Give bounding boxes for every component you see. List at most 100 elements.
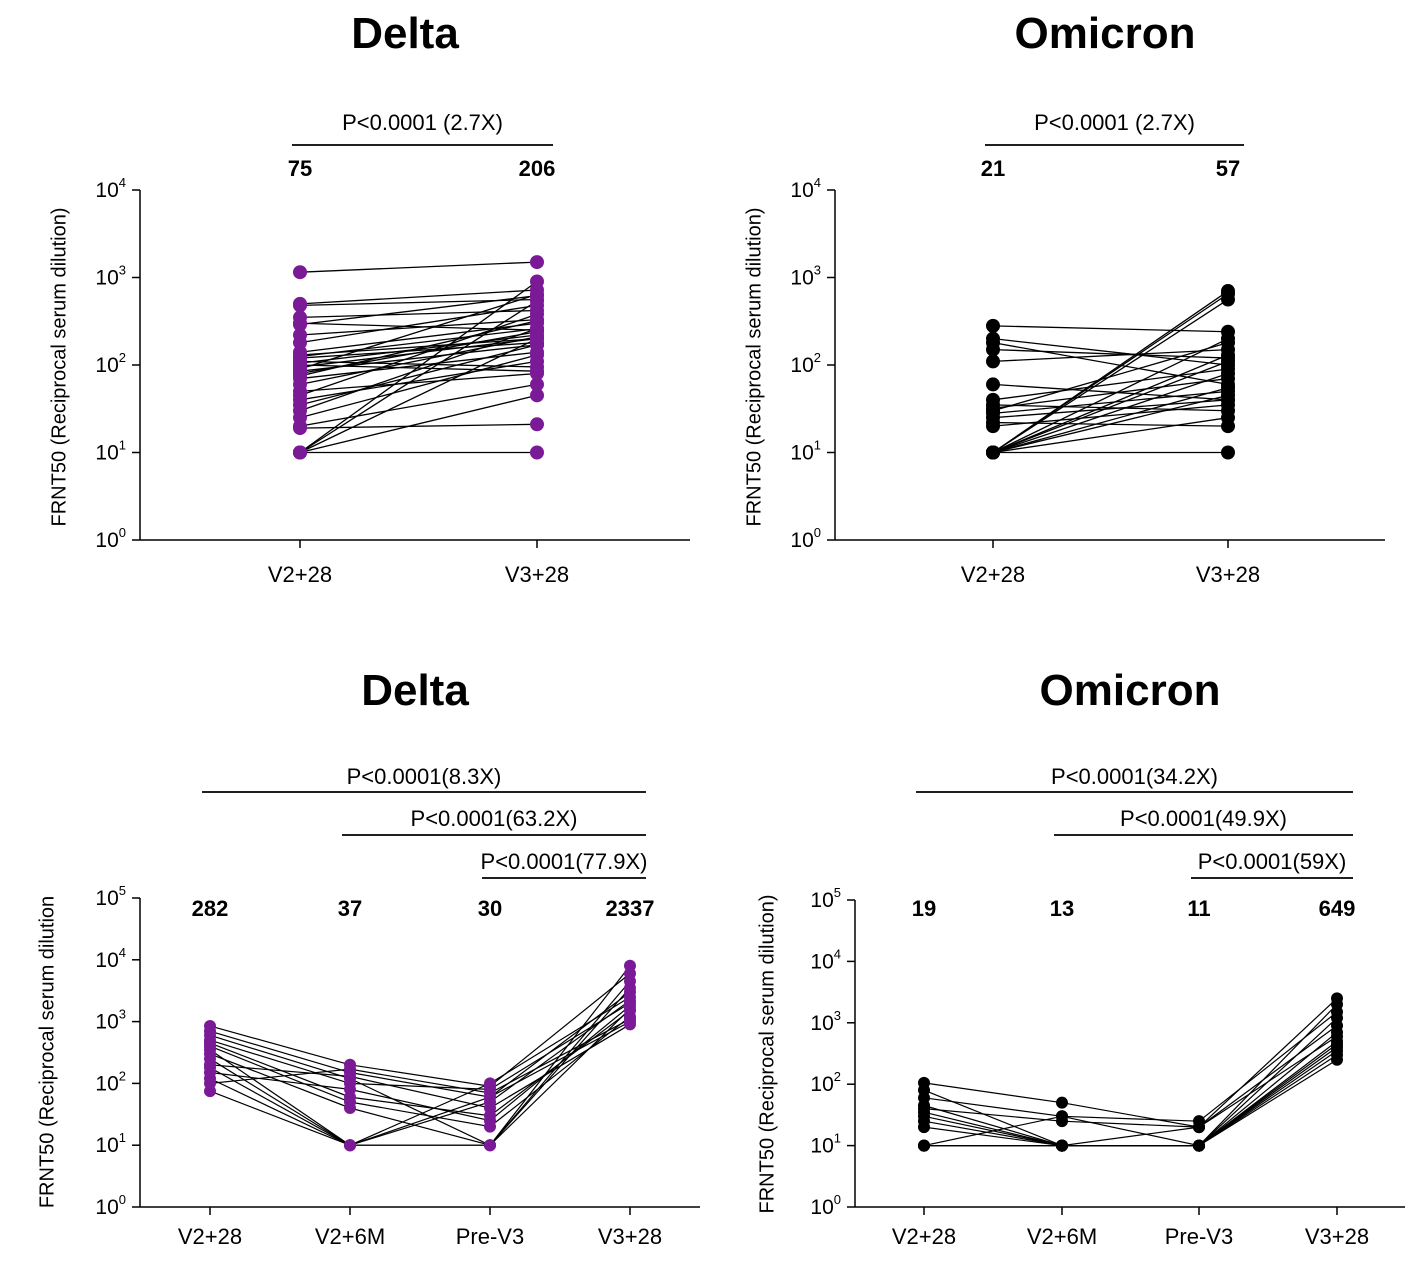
- data-point: [624, 1013, 636, 1026]
- data-point: [624, 975, 636, 988]
- y-tick-label: 100: [95, 1192, 126, 1219]
- subject-line: [209, 991, 631, 1098]
- subject-line: [992, 348, 1229, 359]
- y-tick-base: 10: [95, 887, 118, 910]
- subject-line: [992, 399, 1229, 419]
- y-tick-label: 102: [790, 350, 821, 377]
- geomean-label: 30: [478, 896, 502, 921]
- subject-line: [992, 338, 1229, 366]
- data-point: [986, 342, 1000, 357]
- data-point: [344, 1139, 356, 1152]
- connecting-lines: [992, 290, 1229, 454]
- x-tick-label: V3+28: [1196, 562, 1260, 587]
- subject-line: [299, 261, 538, 273]
- comparison-label: P<0.0001(34.2X): [1051, 764, 1218, 789]
- y-tick-exponent: 0: [834, 1192, 841, 1207]
- data-point: [1193, 1121, 1205, 1134]
- y-tick-base: 10: [810, 1012, 833, 1035]
- subject-line: [992, 417, 1229, 454]
- x-tick-label: V2+28: [961, 562, 1025, 587]
- y-tick-base: 10: [95, 442, 118, 465]
- y-tick-exponent: 1: [834, 1131, 841, 1146]
- y-tick-exponent: 0: [119, 525, 126, 540]
- y-tick-exponent: 4: [834, 946, 841, 961]
- subject-line: [209, 973, 631, 1087]
- subject-line: [923, 1017, 1338, 1147]
- data-point: [344, 1101, 356, 1114]
- y-tick-exponent: 3: [814, 263, 821, 278]
- comparison-label: P<0.0001(63.2X): [411, 806, 578, 831]
- data-point: [484, 1086, 496, 1099]
- chart-title: Delta: [351, 9, 459, 58]
- subject-line: [209, 1005, 631, 1122]
- subject-line: [299, 320, 538, 377]
- subject-line: [992, 354, 1229, 454]
- subject-line: [992, 338, 1229, 454]
- data-point: [986, 419, 1000, 434]
- panel-omicron-v2-v3: Omicron FRNT50 (Reciprocal serum dilution…: [743, 9, 1385, 587]
- data-point: [530, 417, 544, 432]
- data-point: [1056, 1096, 1068, 1109]
- data-points: [986, 284, 1235, 460]
- data-point: [1056, 1139, 1068, 1152]
- y-tick-base: 10: [95, 1196, 118, 1219]
- subject-line: [299, 334, 538, 364]
- geomean-label: 649: [1319, 896, 1356, 921]
- subject-line: [992, 383, 1229, 401]
- y-tick-base: 10: [790, 354, 813, 377]
- subject-line: [299, 280, 538, 454]
- subject-line: [299, 289, 538, 305]
- data-point: [530, 255, 544, 270]
- comparison-label: P<0.0001 (2.7X): [1034, 110, 1195, 135]
- x-tick-label: V2+6M: [1027, 1224, 1097, 1249]
- y-tick-base: 10: [95, 1072, 118, 1095]
- y-tick-label: 104: [810, 946, 841, 973]
- y-tick-base: 10: [95, 267, 118, 290]
- subject-line: [209, 1016, 631, 1128]
- subject-line: [992, 404, 1229, 412]
- subject-line: [209, 999, 631, 1146]
- data-point: [1221, 445, 1235, 460]
- y-tick-base: 10: [95, 1134, 118, 1157]
- subject-line: [209, 1002, 631, 1090]
- connecting-lines: [209, 965, 631, 1146]
- data-point: [1221, 331, 1235, 346]
- geomean-label: 19: [912, 896, 936, 921]
- data-point: [484, 1077, 496, 1090]
- data-point: [204, 1085, 216, 1098]
- y-tick-exponent: 4: [814, 175, 821, 190]
- data-point: [624, 994, 636, 1007]
- subject-line: [299, 354, 538, 419]
- y-tick-label: 101: [95, 1130, 126, 1157]
- y-tick-label: 103: [95, 263, 126, 290]
- x-tick-label: V2+28: [178, 1224, 242, 1249]
- y-tick-exponent: 1: [119, 438, 126, 453]
- connecting-lines: [923, 997, 1338, 1147]
- data-point: [1221, 366, 1235, 381]
- y-tick-exponent: 3: [119, 1007, 126, 1022]
- y-tick-exponent: 5: [119, 883, 126, 898]
- data-point: [293, 298, 307, 313]
- subject-line: [299, 313, 538, 396]
- y-tick-label: 102: [810, 1069, 841, 1096]
- data-points: [204, 959, 636, 1152]
- y-tick-base: 10: [810, 1135, 833, 1158]
- y-tick-base: 10: [810, 1196, 833, 1219]
- y-tick-label: 100: [790, 525, 821, 552]
- subject-line: [992, 342, 1229, 386]
- panel-delta-v2-v3: Delta FRNT50 (Reciprocal serum dilution) 1…: [48, 9, 690, 587]
- data-point: [530, 307, 544, 322]
- y-axis-label: FRNT50 (Reciprocal serum dilution): [48, 208, 70, 527]
- subject-line: [992, 348, 1229, 363]
- y-tick-label: 104: [95, 175, 126, 202]
- data-point: [1221, 284, 1235, 299]
- chart-title: Delta: [361, 666, 469, 715]
- subject-line: [299, 304, 538, 344]
- y-tick-base: 10: [810, 950, 833, 973]
- comparison-label: P<0.0001(49.9X): [1120, 806, 1287, 831]
- data-point: [1221, 348, 1235, 363]
- y-axis-label: FRNT50 (Reciprocal serum dilution: [36, 896, 58, 1208]
- comparison-label: P<0.0001(8.3X): [347, 764, 502, 789]
- y-tick-label: 100: [95, 525, 126, 552]
- subject-line: [299, 372, 538, 392]
